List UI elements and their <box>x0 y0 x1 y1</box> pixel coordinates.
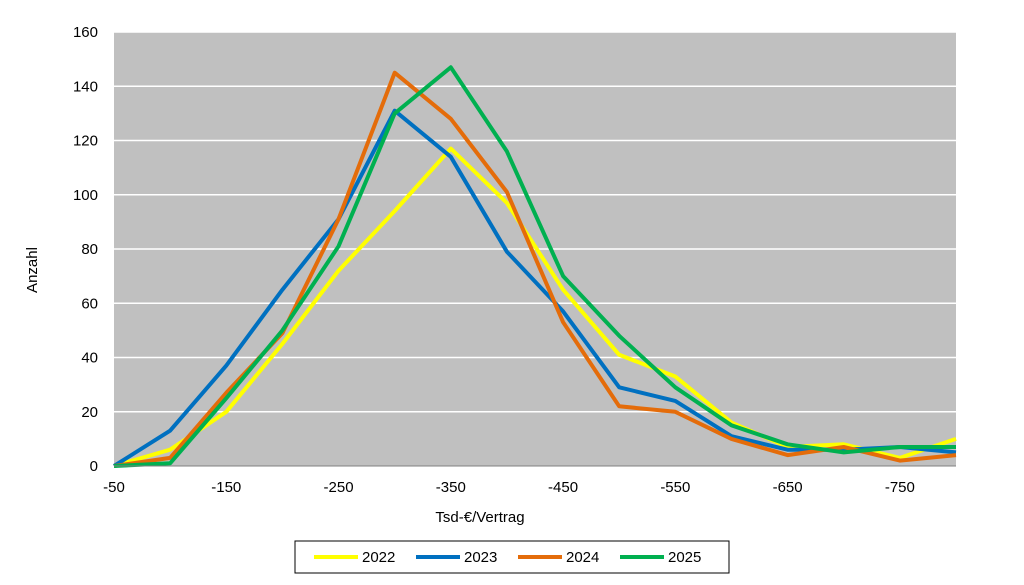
x-tick-label: -150 <box>211 479 241 496</box>
series-line-2022 <box>113 146 957 468</box>
legend: 2022 2023 2024 2025 <box>294 540 730 574</box>
y-tick-label: 140 <box>73 78 98 95</box>
x-tick-label: -250 <box>324 479 354 496</box>
x-tick-label: -650 <box>773 479 803 496</box>
y-tick-label: 80 <box>81 241 98 258</box>
legend-label-2025: 2025 <box>668 549 701 566</box>
y-axis-ticks: 0 20 40 60 80 100 120 140 160 <box>73 24 956 475</box>
legend-label-2022: 2022 <box>362 549 395 566</box>
x-tick-label: -450 <box>548 479 578 496</box>
y-tick-label: 100 <box>73 187 98 204</box>
series-lines <box>112 65 957 468</box>
x-tick-label: -550 <box>660 479 690 496</box>
y-tick-label: 0 <box>90 458 98 475</box>
y-tick-label: 160 <box>73 24 98 41</box>
series-line-2025 <box>113 65 956 468</box>
y-tick-label: 60 <box>81 295 98 312</box>
y-tick-label: 20 <box>81 404 98 421</box>
x-tick-label: -50 <box>103 479 125 496</box>
legend-label-2024: 2024 <box>566 549 599 566</box>
x-axis-ticks: -50 -150 -250 -350 -450 -550 -650 -750 <box>103 479 915 496</box>
gridlines <box>114 31 956 413</box>
legend-label-2023: 2023 <box>464 549 497 566</box>
y-tick-label: 120 <box>73 133 98 150</box>
x-tick-label: -350 <box>436 479 466 496</box>
y-tick-label: 40 <box>81 350 98 367</box>
x-tick-label: -750 <box>885 479 915 496</box>
x-axis-title: Tsd-€/Vertrag <box>435 509 524 526</box>
y-axis-title: Anzahl <box>24 247 41 293</box>
